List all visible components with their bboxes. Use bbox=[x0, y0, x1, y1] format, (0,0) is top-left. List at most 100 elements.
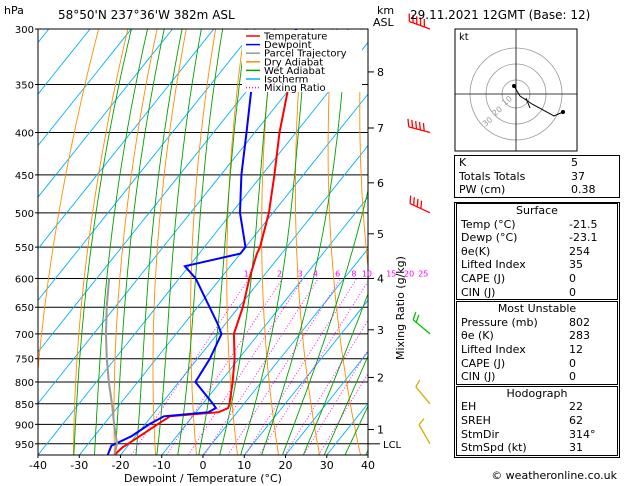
mixing-ratio-label: 4 bbox=[313, 269, 318, 278]
pressure-tick-label: 300 bbox=[15, 25, 34, 36]
wind-barb-flag bbox=[420, 200, 423, 209]
surface-label: Dewp (°C) bbox=[461, 231, 518, 245]
hodograph-value: 31 bbox=[569, 441, 583, 455]
surface-value: 0 bbox=[569, 271, 576, 285]
pressure-tick-label: 750 bbox=[15, 355, 34, 366]
most-unstable-row: CAPE (J) 0 bbox=[457, 357, 617, 371]
mixing-ratio-label: 15 bbox=[386, 269, 396, 278]
wind-barb-flag bbox=[409, 195, 412, 204]
index-row: Totals Totals 37 bbox=[455, 170, 619, 184]
surface-row: Lifted Index 35 bbox=[457, 258, 617, 272]
dry-adiabat-line bbox=[190, 29, 217, 455]
surface-value: -23.1 bbox=[569, 231, 598, 245]
dry-adiabat-line bbox=[113, 29, 158, 455]
legend-label: Wet Adiabat bbox=[264, 66, 325, 77]
wet-adiabat-line bbox=[94, 29, 148, 455]
km-label: km bbox=[377, 4, 394, 17]
surface-label: Lifted Index bbox=[461, 258, 526, 272]
index-label: PW (cm) bbox=[459, 183, 506, 197]
most-unstable-value: 802 bbox=[569, 315, 590, 329]
wet-adiabat-line bbox=[344, 405, 368, 455]
surface-value: 254 bbox=[569, 244, 590, 258]
wet-adiabat-line bbox=[261, 29, 349, 455]
surface-value: 35 bbox=[569, 258, 583, 272]
most-unstable-value: 283 bbox=[569, 329, 590, 343]
legend-label: Dry Adiabat bbox=[264, 57, 323, 68]
hodograph-arrow bbox=[525, 97, 531, 109]
dry-adiabat-line bbox=[390, 29, 442, 455]
temp-tick-label: -10 bbox=[153, 459, 171, 472]
dry-adiabat-line bbox=[73, 29, 129, 455]
hodograph-kt-label: kt bbox=[459, 32, 469, 43]
mixing-ratio-label: 3 bbox=[298, 269, 303, 278]
isotherm-line bbox=[38, 29, 173, 198]
most-unstable-title: Most Unstable bbox=[497, 302, 577, 316]
copyright-footer: © weatheronline.co.uk bbox=[491, 469, 617, 482]
mixing-ratio-line bbox=[318, 372, 368, 455]
hodograph-value: 22 bbox=[569, 400, 583, 414]
wind-barb-flag bbox=[418, 418, 425, 426]
pressure-tick-label: 700 bbox=[15, 330, 34, 341]
temp-tick-label: 30 bbox=[320, 459, 334, 472]
surface-title: Surface bbox=[516, 204, 558, 217]
most-unstable-label: CAPE (J) bbox=[461, 356, 506, 370]
hodograph-value: 314° bbox=[569, 427, 596, 441]
isotherm-line bbox=[38, 29, 215, 250]
wet-adiabat-line bbox=[219, 29, 276, 455]
surface-row: Dewp (°C) -23.1 bbox=[457, 231, 617, 245]
surface-row: CIN (J) 0 bbox=[457, 286, 617, 300]
pressure-tick-label: 850 bbox=[15, 400, 34, 411]
mixing-ratio-line bbox=[258, 280, 368, 455]
hodograph-end-point bbox=[561, 110, 565, 114]
wind-barb-flag bbox=[415, 379, 421, 388]
legend-label: Parcel Trajectory bbox=[264, 49, 347, 60]
surface-row: Temp (°C) -21.5 bbox=[457, 218, 617, 232]
wind-barb-staff bbox=[409, 20, 431, 30]
mixing-ratio-line bbox=[303, 348, 368, 455]
temp-tick-label: 0 bbox=[200, 459, 207, 472]
hodograph-label: StmDir bbox=[461, 427, 500, 441]
pressure-tick-label: 400 bbox=[15, 129, 34, 140]
pressure-tick-label: 450 bbox=[15, 171, 34, 182]
station-location: 58°50'N 237°36'W 382m ASL bbox=[58, 8, 235, 22]
wet-adiabat-line bbox=[323, 355, 368, 455]
mixing-ratio-label: 8 bbox=[351, 269, 356, 278]
legend-label: Dewpoint bbox=[264, 40, 312, 51]
chart-grid bbox=[38, 29, 442, 455]
most-unstable-row: CIN (J) 0 bbox=[457, 370, 617, 384]
wind-barb-flag bbox=[407, 118, 410, 127]
km-tick-label: 8 bbox=[377, 66, 384, 79]
hodograph-label: StmSpd (kt) bbox=[461, 441, 527, 455]
mixing-ratio-line bbox=[131, 278, 250, 455]
mixing-ratio-label: 25 bbox=[418, 269, 428, 278]
index-row: PW (cm) 0.38 bbox=[455, 183, 619, 197]
isotherm-line bbox=[243, 299, 368, 455]
hodograph-table: Hodograph EH 22 SREH 62 StmDir 314° StmSpd (kt… bbox=[456, 385, 618, 456]
wind-barb-staff bbox=[415, 386, 431, 405]
wind-barb-staff bbox=[409, 202, 431, 214]
temperature-line bbox=[113, 29, 314, 455]
hodograph-trace bbox=[513, 85, 564, 117]
mixing-ratio-label: 20 bbox=[404, 269, 414, 278]
dry-adiabat-line bbox=[327, 29, 362, 455]
temp-tick-label: -20 bbox=[112, 459, 130, 472]
asl-label: ASL bbox=[373, 16, 395, 29]
surface-row: CAPE (J) 0 bbox=[457, 272, 617, 286]
isotherm-line bbox=[38, 29, 297, 353]
wet-adiabat-line bbox=[177, 29, 224, 455]
pressure-tick-label: 650 bbox=[15, 303, 34, 314]
mixing-ratio-label: 1 bbox=[244, 269, 249, 278]
wind-barb-staff bbox=[408, 126, 431, 134]
mixing-ratio-line bbox=[244, 278, 358, 455]
hodograph-row: StmDir 314° bbox=[457, 428, 617, 442]
isotherm-line bbox=[38, 29, 91, 95]
mixing-ratio-label: 6 bbox=[335, 269, 340, 278]
legend-label: Temperature bbox=[263, 32, 327, 43]
legend-label: Isotherm bbox=[264, 75, 308, 86]
surface-label: Temp (°C) bbox=[461, 217, 516, 231]
dry-adiabat-line bbox=[359, 29, 368, 271]
wind-barb-flag bbox=[413, 197, 415, 206]
most-unstable-value: 12 bbox=[569, 342, 583, 356]
most-unstable-label: Lifted Index bbox=[461, 342, 526, 356]
